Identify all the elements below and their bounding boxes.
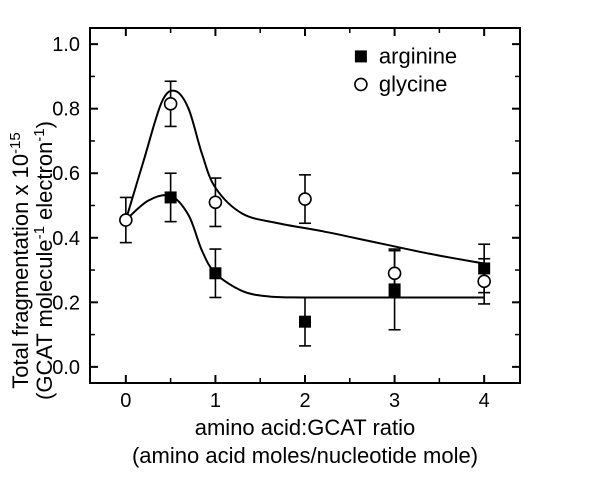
point-glycine — [165, 98, 177, 110]
point-arginine — [389, 284, 400, 295]
point-glycine — [209, 196, 221, 208]
x-axis-sublabel: (amino acid moles/nucleotide mole) — [132, 443, 478, 468]
y-tick-label: 0.8 — [52, 99, 80, 121]
legend-label: arginine — [379, 43, 457, 68]
legend-label: glycine — [379, 71, 447, 96]
point-glycine — [389, 267, 401, 279]
x-tick-label: 3 — [389, 390, 400, 412]
x-axis-label: amino acid:GCAT ratio — [195, 415, 416, 440]
x-tick-label: 2 — [299, 390, 310, 412]
x-tick-label: 0 — [120, 390, 131, 412]
x-tick-label: 4 — [479, 390, 490, 412]
y-axis-label: Total fragmentation x 10-15 — [7, 132, 34, 389]
y-axis-sublabel: (GCAT molecule-1 electron-1) — [31, 121, 58, 400]
legend-marker-circle — [355, 78, 367, 90]
point-glycine — [299, 193, 311, 205]
point-arginine — [479, 263, 490, 274]
point-glycine — [120, 214, 132, 226]
fragmentation-chart: 012340.00.20.40.60.81.0arginineglycineam… — [0, 0, 601, 503]
point-glycine — [478, 275, 490, 287]
y-tick-label: 1.0 — [52, 34, 80, 56]
legend-marker-square — [355, 50, 367, 62]
point-arginine — [210, 268, 221, 279]
x-tick-label: 1 — [210, 390, 221, 412]
point-arginine — [165, 192, 176, 203]
point-arginine — [300, 316, 311, 327]
